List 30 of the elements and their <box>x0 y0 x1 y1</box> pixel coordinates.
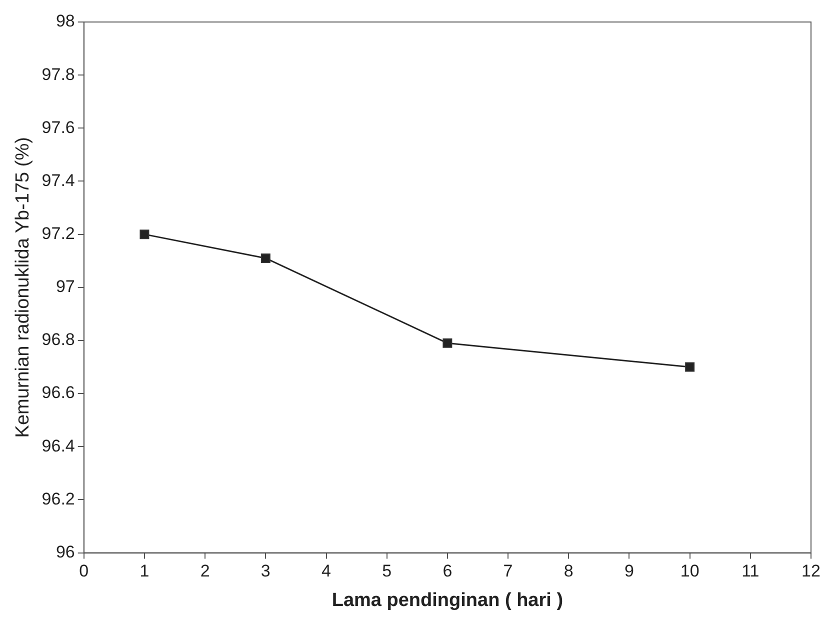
y-tick-label: 98 <box>56 12 75 31</box>
point <box>140 230 150 240</box>
x-tick-label: 6 <box>442 562 452 581</box>
x-tick-label: 11 <box>742 562 760 581</box>
y-tick-label: 96.8 <box>42 330 75 350</box>
point <box>260 253 270 263</box>
x-tick-label: 0 <box>79 562 89 581</box>
point <box>685 362 695 372</box>
y-tick-label: 96.4 <box>42 436 75 456</box>
x-tick-label: 4 <box>322 562 331 581</box>
y-tick-label: 97.2 <box>42 224 75 244</box>
y-tick-label: 97.8 <box>42 64 75 84</box>
x-axis-title: Lama pendinginan ( hari ) <box>332 590 564 611</box>
x-tick-label: 12 <box>802 562 820 581</box>
y-tick-label: 97.4 <box>42 170 75 190</box>
y-tick-label: 96.6 <box>42 383 75 402</box>
x-tick-label: 2 <box>200 562 210 581</box>
x-tick-label: 3 <box>260 562 270 581</box>
y-tick-label: 97.6 <box>42 118 75 137</box>
y-tick-label: 96 <box>56 542 75 562</box>
x-tick-label: 8 <box>564 562 574 581</box>
y-tick-label: 97 <box>56 277 75 296</box>
x-tick-label: 1 <box>140 562 150 581</box>
x-tick-label: 10 <box>680 562 700 581</box>
x-tick-label: 7 <box>503 562 513 581</box>
y-tick-label: 96.2 <box>42 489 75 508</box>
x-tick-label: 9 <box>624 562 634 581</box>
point <box>442 338 452 348</box>
x-tick-label: 5 <box>382 562 392 581</box>
y-axis-title: Kemurnian radionuklida Yb-175 (%) <box>12 137 34 438</box>
